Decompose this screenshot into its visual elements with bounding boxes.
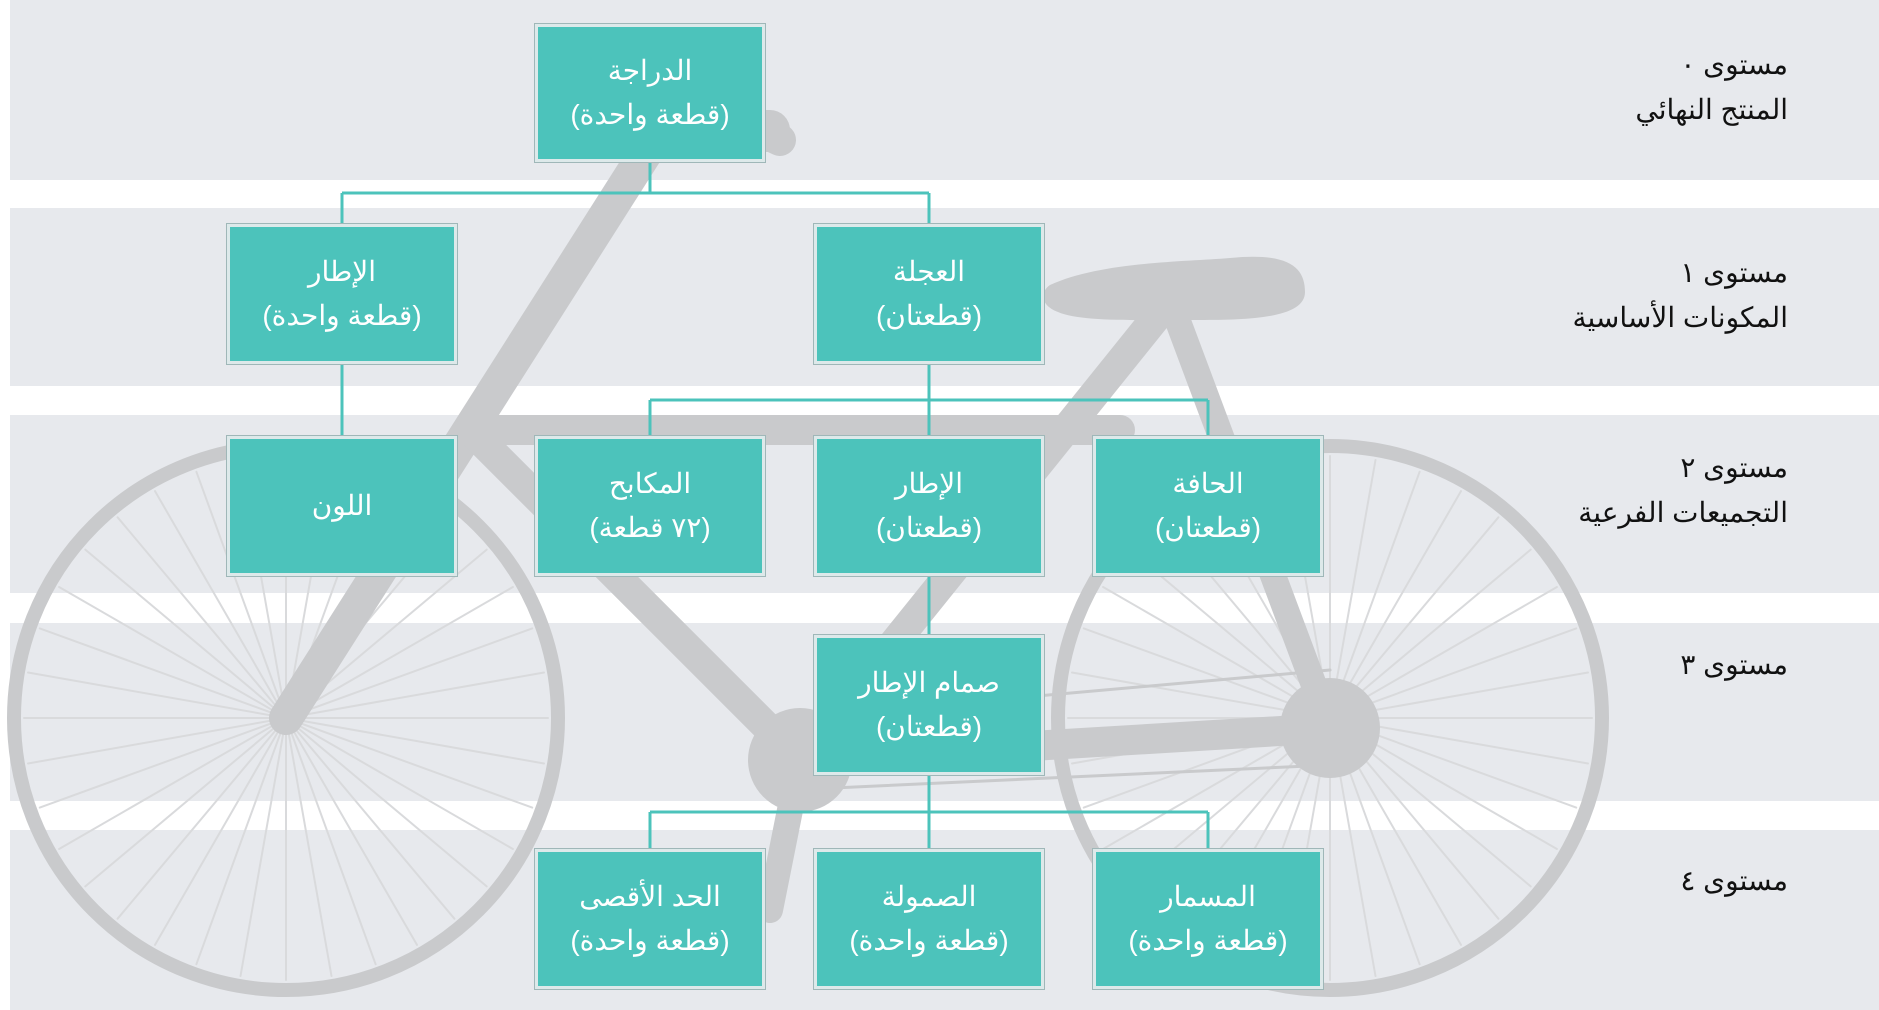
node-wheel: العجلة (قطعتان) [814, 224, 1044, 364]
level-3-title: مستوى ٣ [1680, 642, 1788, 687]
node-bicycle-qty: (قطعة واحدة) [570, 93, 729, 137]
level-1-title: مستوى ١ [1572, 250, 1788, 295]
level-1-subtitle: المكونات الأساسية [1572, 295, 1788, 340]
node-nail: المسمار (قطعة واحدة) [1093, 849, 1323, 989]
node-tire: الإطار (قطعتان) [814, 436, 1044, 576]
node-nail-name: المسمار [1160, 875, 1256, 919]
node-spokes-name: المكابح [609, 462, 691, 506]
level-1-label: مستوى ١ المكونات الأساسية [1572, 250, 1788, 340]
level-2-title: مستوى ٢ [1578, 445, 1788, 490]
node-spokes: المكابح (٧٢ قطعة) [535, 436, 765, 576]
node-frame-qty: (قطعة واحدة) [262, 294, 421, 338]
node-rim-qty: (قطعتان) [1155, 506, 1261, 550]
node-nail-qty: (قطعة واحدة) [1128, 919, 1287, 963]
node-valve-name: صمام الإطار [858, 661, 1000, 705]
link-valve-to-level-4 [650, 775, 1208, 849]
node-cap-name: الحد الأقصى [579, 875, 721, 919]
node-cap: الحد الأقصى (قطعة واحدة) [535, 849, 765, 989]
node-rim: الحافة (قطعتان) [1093, 436, 1323, 576]
node-cap-qty: (قطعة واحدة) [570, 919, 729, 963]
level-0-subtitle: المنتج النهائي [1635, 87, 1788, 132]
level-3-label: مستوى ٣ [1680, 642, 1788, 687]
node-nut-qty: (قطعة واحدة) [849, 919, 1008, 963]
level-4-title: مستوى ٤ [1680, 858, 1788, 903]
node-valve: صمام الإطار (قطعتان) [814, 635, 1044, 775]
node-wheel-name: العجلة [893, 250, 965, 294]
node-rim-name: الحافة [1172, 462, 1243, 506]
node-bicycle: الدراجة (قطعة واحدة) [535, 24, 765, 162]
link-wheel-to-subassemblies [650, 364, 1208, 436]
node-nut: الصمولة (قطعة واحدة) [814, 849, 1044, 989]
node-color: اللون [227, 436, 457, 576]
node-bicycle-name: الدراجة [608, 49, 693, 93]
link-bicycle-to-level-1 [342, 162, 929, 224]
node-valve-qty: (قطعتان) [876, 705, 982, 749]
node-frame: الإطار (قطعة واحدة) [227, 224, 457, 364]
node-tire-qty: (قطعتان) [876, 506, 982, 550]
node-nut-name: الصمولة [882, 875, 977, 919]
level-0-label: مستوى ٠ المنتج النهائي [1635, 42, 1788, 132]
level-4-label: مستوى ٤ [1680, 858, 1788, 903]
node-tire-name: الإطار [895, 462, 963, 506]
node-spokes-qty: (٧٢ قطعة) [589, 506, 710, 550]
node-color-name: اللون [312, 484, 373, 528]
level-0-title: مستوى ٠ [1635, 42, 1788, 87]
level-2-subtitle: التجميعات الفرعية [1578, 490, 1788, 535]
level-2-label: مستوى ٢ التجميعات الفرعية [1578, 445, 1788, 535]
node-frame-name: الإطار [308, 250, 376, 294]
node-wheel-qty: (قطعتان) [876, 294, 982, 338]
